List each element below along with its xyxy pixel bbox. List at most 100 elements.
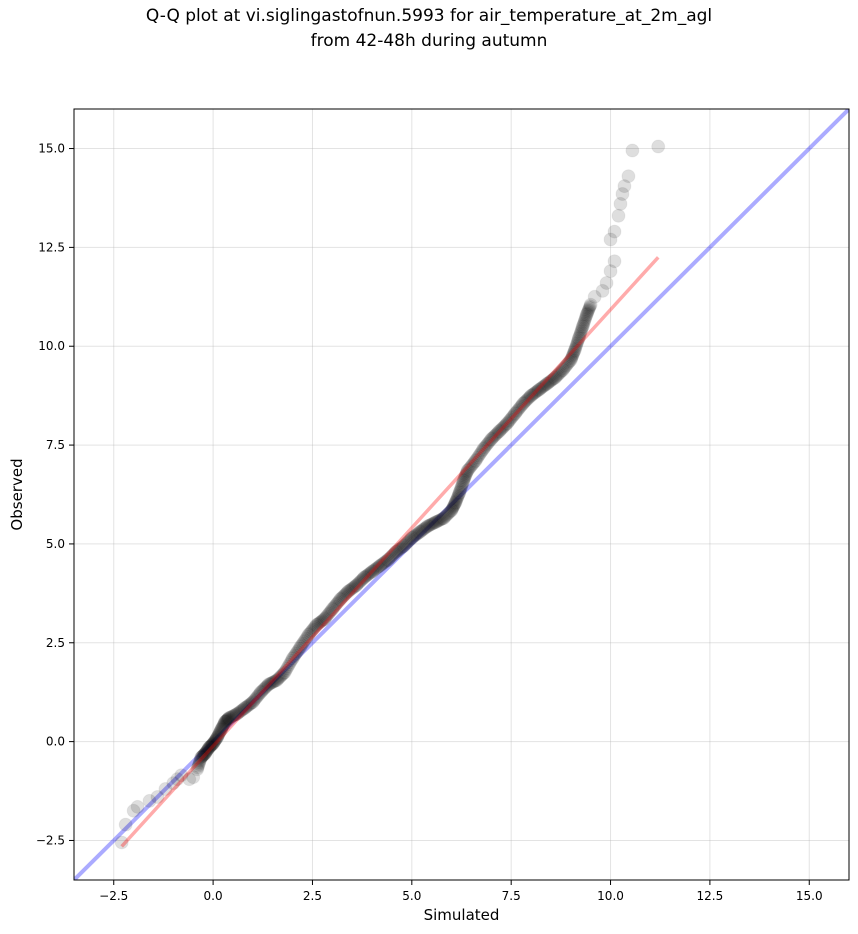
quantile-point	[309, 617, 324, 632]
quantile-point	[319, 611, 333, 625]
quantile-point	[392, 542, 406, 556]
quantile-point	[340, 585, 354, 599]
quantile-point	[214, 722, 229, 737]
quantile-point	[625, 143, 640, 158]
quantile-point	[432, 513, 446, 527]
quantile-point	[203, 740, 217, 754]
quantile-point	[506, 409, 520, 423]
quantile-point	[438, 510, 452, 524]
quantile-point	[191, 761, 205, 775]
quantile-point	[562, 356, 576, 370]
quantile-point	[367, 563, 381, 577]
quantile-point	[209, 732, 223, 746]
quantile-point	[565, 349, 579, 363]
reference-lines	[74, 109, 849, 880]
y-tick-label: 5.0	[46, 537, 65, 551]
quantile-point	[458, 471, 472, 485]
x-tick-label: 7.5	[502, 889, 521, 903]
quantile-point	[532, 382, 546, 397]
quantile-point	[455, 477, 469, 491]
y-axis-label: Observed	[8, 458, 26, 530]
quantile-point	[439, 509, 453, 523]
quantile-point	[142, 793, 157, 808]
quantile-point	[245, 696, 259, 710]
quantile-point	[564, 352, 578, 366]
quantile-point	[518, 394, 532, 408]
quantile-point	[201, 742, 215, 756]
quantile-point	[208, 734, 222, 748]
quantile-point	[229, 706, 244, 721]
quantile-point	[651, 139, 666, 154]
quantile-point	[462, 462, 476, 476]
quantile-point	[192, 757, 206, 771]
quantile-point	[274, 669, 288, 683]
quantile-point	[509, 405, 523, 419]
quantile-point	[283, 656, 297, 670]
quantile-point	[311, 617, 325, 631]
quantile-point	[571, 331, 586, 346]
chart-title-line1: Q-Q plot at vi.siglingastofnun.5993 for …	[145, 6, 713, 26]
quantile-point	[466, 457, 480, 471]
quantile-point	[570, 336, 584, 350]
quantile-point	[400, 536, 414, 550]
quantile-point	[456, 473, 471, 488]
quantile-point	[541, 376, 555, 390]
quantile-point	[507, 408, 521, 422]
quantile-point	[380, 552, 395, 567]
quantile-point	[599, 275, 614, 290]
y-tick-label: 2.5	[46, 636, 65, 650]
quantile-point	[446, 500, 460, 514]
quantile-point	[502, 414, 516, 428]
quantile-point	[279, 663, 293, 677]
quantile-point	[306, 622, 320, 636]
quantile-point	[446, 501, 460, 515]
quantile-point	[473, 447, 487, 461]
quantile-point	[308, 619, 322, 633]
quantile-point	[467, 455, 481, 469]
quantile-point	[574, 325, 588, 339]
quantile-point	[204, 739, 218, 753]
quantile-point	[375, 557, 389, 571]
quantile-point	[221, 711, 235, 725]
quantile-point	[211, 728, 225, 742]
x-axis-label: Simulated	[424, 906, 500, 924]
quantile-point	[499, 417, 513, 431]
quantile-point	[554, 365, 568, 379]
quantile-point	[527, 386, 541, 400]
quantile-point	[460, 465, 474, 479]
quantile-point	[412, 526, 426, 540]
quantile-point	[239, 700, 253, 714]
quantile-point	[263, 677, 277, 691]
quantile-point	[436, 511, 451, 526]
quantile-point	[221, 712, 235, 726]
quantile-point	[301, 627, 316, 642]
quantile-point	[492, 424, 507, 439]
quantile-point	[362, 567, 376, 581]
quantile-point	[174, 768, 189, 783]
quantile-point	[433, 513, 447, 527]
quantile-point	[583, 301, 597, 315]
quantile-point	[368, 562, 382, 576]
quantile-point	[195, 750, 209, 764]
quantile-point	[489, 428, 503, 442]
quantile-point	[228, 708, 242, 722]
quantile-point	[474, 445, 488, 459]
quantile-point	[336, 590, 350, 604]
quantile-point	[315, 614, 329, 628]
quantile-point	[194, 752, 208, 766]
quantile-point	[577, 314, 591, 328]
quantile-point	[378, 555, 392, 569]
quantile-point	[581, 305, 595, 319]
quantile-point	[579, 311, 593, 325]
quantile-point	[483, 434, 497, 448]
quantile-point	[555, 362, 570, 377]
quantile-point	[470, 452, 484, 466]
quantile-point	[434, 512, 448, 526]
quantile-point	[496, 421, 510, 435]
quantile-point	[236, 703, 250, 717]
quantile-point	[573, 326, 587, 340]
quantile-point	[498, 419, 512, 433]
quantile-point	[376, 556, 390, 570]
quantile-point	[408, 528, 422, 542]
